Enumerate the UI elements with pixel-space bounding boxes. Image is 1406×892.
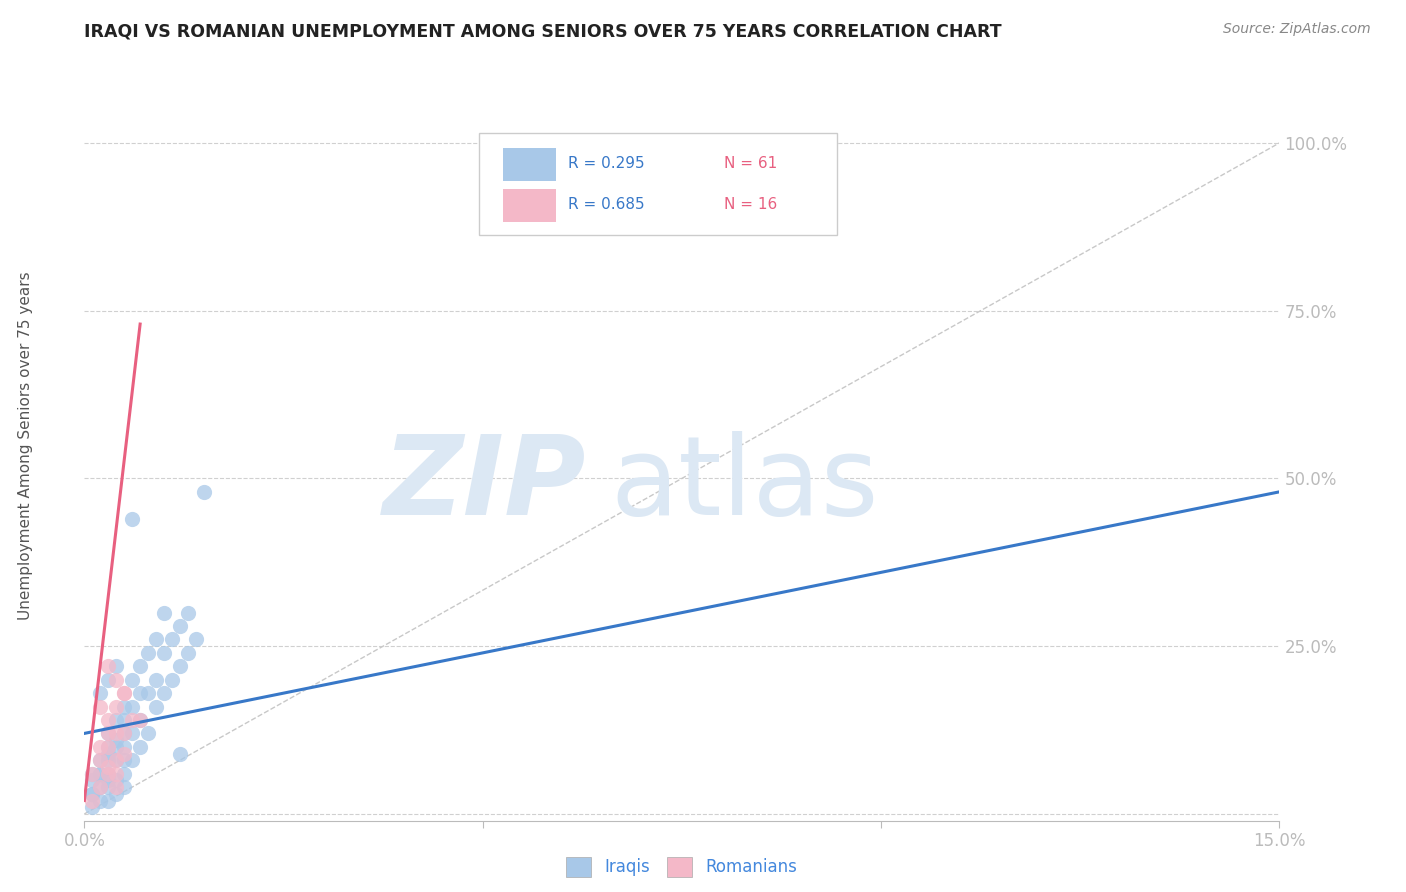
Point bbox=[97, 773, 120, 788]
Point bbox=[105, 753, 128, 767]
Point bbox=[105, 787, 128, 801]
Point bbox=[82, 787, 104, 801]
Point bbox=[97, 673, 120, 687]
FancyBboxPatch shape bbox=[478, 133, 837, 235]
Point bbox=[145, 632, 167, 647]
Point bbox=[89, 753, 111, 767]
Point bbox=[82, 800, 104, 814]
Point bbox=[97, 726, 120, 740]
Point bbox=[97, 766, 120, 780]
Point bbox=[145, 699, 167, 714]
Point bbox=[129, 686, 152, 700]
Point bbox=[121, 713, 143, 727]
Point bbox=[153, 606, 176, 620]
Point bbox=[97, 780, 120, 794]
Text: R = 0.295: R = 0.295 bbox=[568, 156, 645, 171]
Point bbox=[121, 673, 143, 687]
Point bbox=[129, 713, 152, 727]
Point bbox=[105, 773, 128, 788]
Point bbox=[97, 739, 120, 754]
Point bbox=[136, 646, 159, 660]
Point bbox=[105, 659, 128, 673]
Point bbox=[112, 766, 135, 780]
Point bbox=[97, 659, 120, 673]
Point bbox=[153, 686, 176, 700]
Text: R = 0.685: R = 0.685 bbox=[568, 197, 645, 212]
Text: N = 61: N = 61 bbox=[724, 156, 778, 171]
Point bbox=[105, 739, 128, 754]
Point bbox=[89, 699, 111, 714]
Point bbox=[160, 673, 183, 687]
Text: Source: ZipAtlas.com: Source: ZipAtlas.com bbox=[1223, 22, 1371, 37]
Point bbox=[169, 747, 191, 761]
Point bbox=[136, 686, 159, 700]
Point bbox=[193, 484, 215, 499]
Point bbox=[112, 739, 135, 754]
Point bbox=[177, 646, 200, 660]
Point bbox=[89, 780, 111, 794]
FancyBboxPatch shape bbox=[503, 189, 557, 222]
Point bbox=[112, 686, 135, 700]
Text: atlas: atlas bbox=[610, 431, 879, 538]
Point bbox=[105, 673, 128, 687]
Point bbox=[160, 632, 183, 647]
Point bbox=[97, 747, 120, 761]
Point bbox=[129, 739, 152, 754]
Point bbox=[129, 713, 152, 727]
Point bbox=[112, 747, 135, 761]
Point bbox=[82, 766, 104, 780]
Point bbox=[112, 726, 135, 740]
Point bbox=[97, 739, 120, 754]
Point bbox=[97, 760, 120, 774]
Point bbox=[97, 713, 120, 727]
Point bbox=[112, 753, 135, 767]
Text: Unemployment Among Seniors over 75 years: Unemployment Among Seniors over 75 years bbox=[18, 272, 32, 620]
Point bbox=[97, 753, 120, 767]
Point bbox=[89, 753, 111, 767]
Point bbox=[105, 713, 128, 727]
Point bbox=[105, 726, 128, 740]
Point bbox=[82, 787, 104, 801]
Point bbox=[97, 793, 120, 807]
Point bbox=[129, 659, 152, 673]
Point bbox=[112, 699, 135, 714]
Point bbox=[105, 753, 128, 767]
Point bbox=[121, 726, 143, 740]
Point bbox=[169, 619, 191, 633]
Point bbox=[177, 606, 200, 620]
Point bbox=[97, 766, 120, 780]
Point bbox=[82, 793, 104, 807]
Point bbox=[82, 773, 104, 788]
Text: N = 16: N = 16 bbox=[724, 197, 778, 212]
FancyBboxPatch shape bbox=[503, 148, 557, 180]
Point bbox=[121, 699, 143, 714]
Point bbox=[97, 726, 120, 740]
Point bbox=[112, 780, 135, 794]
Point bbox=[82, 766, 104, 780]
Point bbox=[105, 766, 128, 780]
Point bbox=[89, 780, 111, 794]
Point bbox=[112, 713, 135, 727]
Point bbox=[89, 739, 111, 754]
Point bbox=[121, 511, 143, 525]
Point bbox=[112, 686, 135, 700]
Point bbox=[89, 793, 111, 807]
Point bbox=[105, 733, 128, 747]
Point bbox=[105, 699, 128, 714]
Point bbox=[105, 780, 128, 794]
Point bbox=[184, 632, 207, 647]
Point bbox=[136, 726, 159, 740]
Point bbox=[89, 766, 111, 780]
Legend: Iraqis, Romanians: Iraqis, Romanians bbox=[558, 848, 806, 886]
Point bbox=[89, 766, 111, 780]
Point bbox=[112, 726, 135, 740]
Text: IRAQI VS ROMANIAN UNEMPLOYMENT AMONG SENIORS OVER 75 YEARS CORRELATION CHART: IRAQI VS ROMANIAN UNEMPLOYMENT AMONG SEN… bbox=[84, 22, 1002, 40]
Point bbox=[153, 646, 176, 660]
Point bbox=[169, 659, 191, 673]
Point bbox=[89, 686, 111, 700]
Text: ZIP: ZIP bbox=[382, 431, 586, 538]
Point bbox=[145, 673, 167, 687]
Point bbox=[121, 753, 143, 767]
